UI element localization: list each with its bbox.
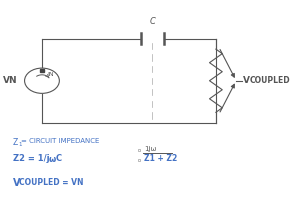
Text: IN: IN — [48, 71, 54, 77]
Bar — [138, 159, 140, 161]
Text: ω: ω — [48, 155, 56, 165]
Bar — [40, 69, 44, 72]
Text: Z: Z — [13, 138, 18, 146]
Text: 1: 1 — [18, 142, 22, 147]
Text: VN: VN — [3, 76, 17, 85]
Text: C: C — [56, 154, 62, 163]
Text: 1jω: 1jω — [145, 146, 157, 152]
Text: V: V — [13, 178, 20, 188]
Text: COUPLED: COUPLED — [249, 76, 290, 85]
Text: Z1 + Z2: Z1 + Z2 — [144, 154, 177, 163]
Text: COUPLED = VN: COUPLED = VN — [20, 178, 84, 187]
Text: C: C — [149, 17, 155, 26]
Text: V: V — [243, 76, 250, 85]
Text: = CIRCUIT IMPEDANCE: = CIRCUIT IMPEDANCE — [21, 138, 100, 144]
Text: Z2 = 1/j: Z2 = 1/j — [13, 154, 50, 163]
Bar — [138, 149, 140, 151]
